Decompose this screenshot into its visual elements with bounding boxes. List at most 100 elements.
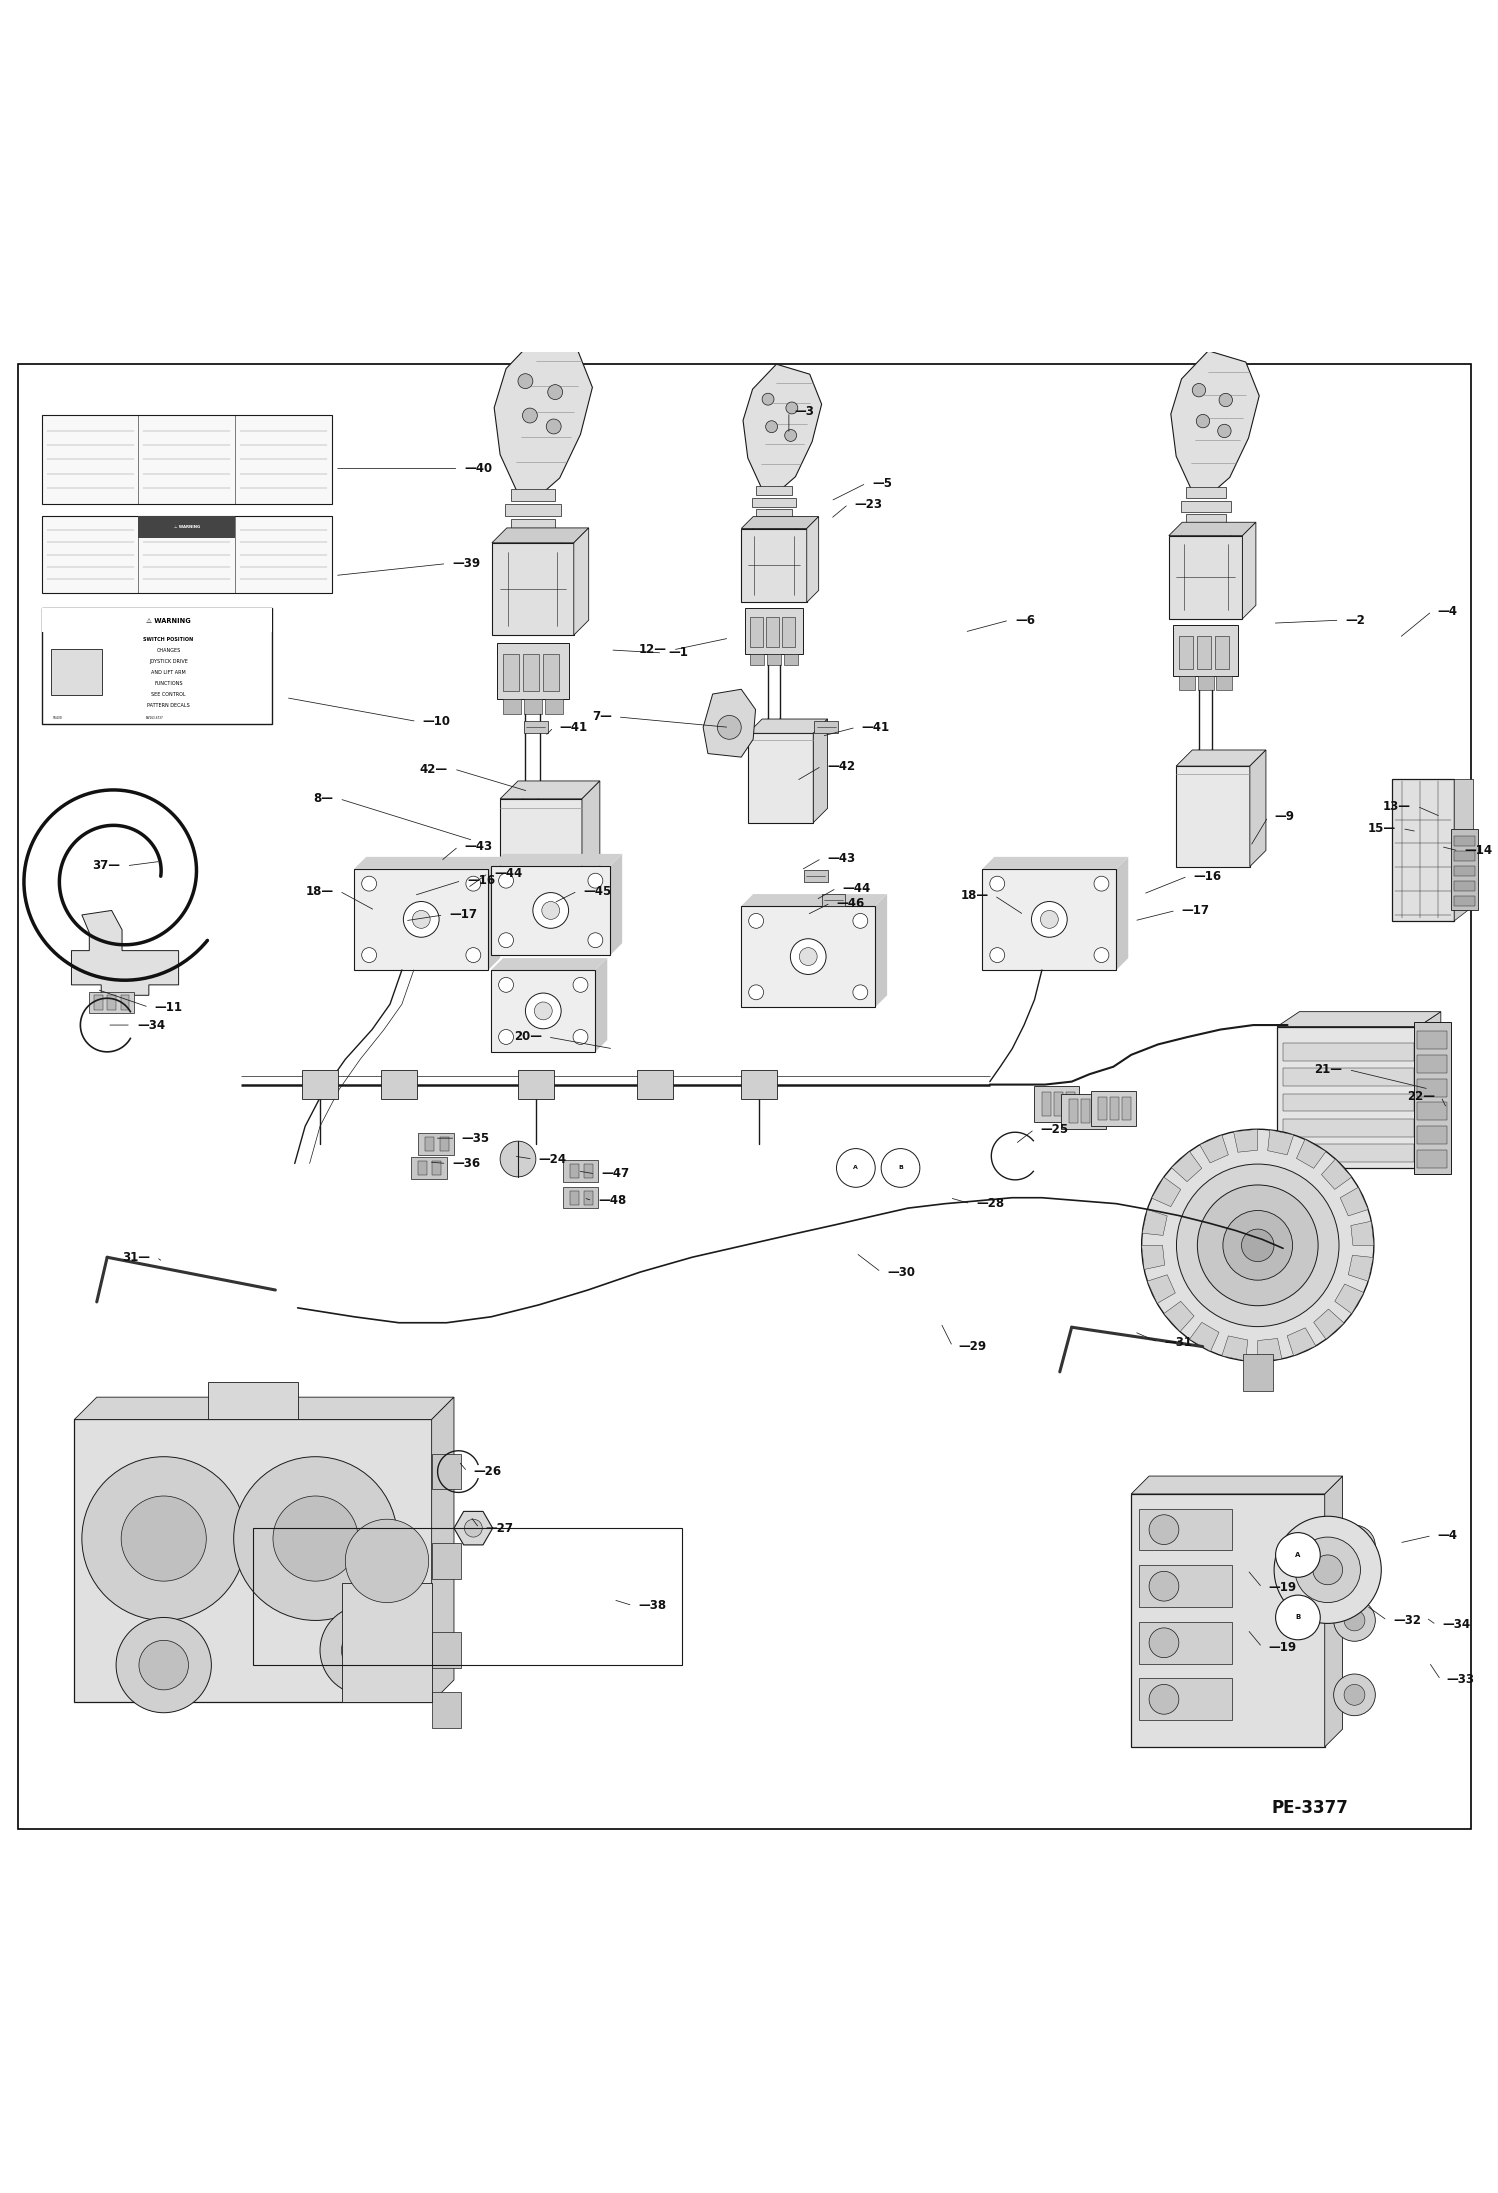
Circle shape	[547, 419, 562, 434]
Polygon shape	[454, 1511, 493, 1544]
Text: 12—: 12—	[638, 643, 667, 656]
Circle shape	[542, 901, 560, 919]
Bar	[1414, 1022, 1452, 1173]
Bar	[1173, 625, 1237, 675]
Bar	[563, 1186, 598, 1208]
Text: —41: —41	[861, 721, 890, 735]
Circle shape	[464, 1520, 482, 1537]
Bar	[767, 654, 780, 664]
Bar	[1138, 1623, 1231, 1664]
Circle shape	[785, 430, 797, 441]
Bar	[1110, 1096, 1119, 1121]
Bar	[569, 1191, 578, 1204]
Text: PATTERN DECALS: PATTERN DECALS	[147, 704, 190, 708]
Bar	[1455, 836, 1476, 846]
Text: —28: —28	[977, 1197, 1005, 1211]
Text: —33: —33	[1447, 1673, 1474, 1686]
Text: PE-3377: PE-3377	[1272, 1798, 1348, 1818]
Polygon shape	[1180, 500, 1230, 511]
Polygon shape	[1341, 1186, 1368, 1215]
Circle shape	[1275, 1515, 1381, 1623]
Circle shape	[881, 1149, 920, 1186]
Bar	[431, 1632, 461, 1669]
Polygon shape	[752, 498, 795, 507]
Polygon shape	[742, 529, 807, 603]
Bar	[782, 618, 794, 647]
Text: 13—: 13—	[1383, 800, 1411, 814]
Text: —27: —27	[485, 1522, 514, 1535]
Polygon shape	[1171, 1151, 1201, 1182]
Text: —35: —35	[461, 1132, 490, 1145]
Polygon shape	[511, 520, 556, 531]
Bar	[1138, 1678, 1231, 1719]
Bar	[51, 649, 102, 695]
Polygon shape	[1185, 487, 1225, 498]
Circle shape	[1344, 1535, 1365, 1557]
Bar	[1455, 882, 1476, 890]
Circle shape	[1094, 947, 1109, 963]
Polygon shape	[1164, 1300, 1194, 1331]
Text: —19: —19	[1269, 1581, 1296, 1594]
Circle shape	[587, 873, 602, 888]
Circle shape	[1333, 1673, 1375, 1715]
Circle shape	[342, 1627, 388, 1673]
Bar	[1452, 829, 1479, 910]
Circle shape	[574, 978, 587, 991]
Bar	[90, 991, 133, 1013]
Bar	[503, 700, 521, 715]
Polygon shape	[1321, 1160, 1351, 1189]
Circle shape	[466, 947, 481, 963]
Text: —4: —4	[1438, 605, 1458, 618]
Text: —36: —36	[452, 1158, 481, 1171]
Circle shape	[1197, 1184, 1318, 1305]
Bar	[208, 1382, 298, 1419]
Circle shape	[587, 932, 602, 947]
Bar	[42, 607, 273, 724]
Bar	[431, 1454, 461, 1489]
Polygon shape	[488, 857, 500, 969]
Bar	[1284, 1068, 1414, 1086]
Polygon shape	[748, 719, 827, 732]
Polygon shape	[1116, 857, 1128, 969]
Polygon shape	[1278, 1011, 1441, 1026]
Bar	[425, 1136, 434, 1151]
Circle shape	[852, 985, 867, 1000]
Text: —41: —41	[560, 721, 587, 735]
Polygon shape	[742, 895, 887, 906]
Text: —32: —32	[1393, 1614, 1422, 1627]
Bar	[518, 1070, 554, 1099]
Circle shape	[762, 393, 774, 406]
Circle shape	[1149, 1515, 1179, 1544]
Text: —44: —44	[842, 882, 870, 895]
Bar	[1092, 1099, 1101, 1123]
Circle shape	[1149, 1627, 1179, 1658]
Polygon shape	[1141, 1246, 1164, 1270]
Bar	[42, 515, 333, 594]
Polygon shape	[1287, 1327, 1315, 1355]
Bar	[1197, 636, 1210, 669]
Polygon shape	[756, 485, 792, 496]
Bar	[1179, 675, 1195, 691]
Text: —17: —17	[449, 908, 478, 921]
Circle shape	[273, 1496, 358, 1581]
Circle shape	[1276, 1533, 1320, 1577]
Bar	[821, 895, 845, 906]
Text: 56430: 56430	[54, 715, 63, 719]
Bar	[1417, 1103, 1447, 1121]
Polygon shape	[431, 1397, 454, 1702]
Polygon shape	[494, 338, 592, 493]
Circle shape	[1041, 910, 1058, 928]
Text: —43: —43	[464, 840, 493, 853]
Polygon shape	[983, 857, 1128, 868]
Bar	[1417, 1055, 1447, 1072]
Text: FUNCTIONS: FUNCTIONS	[154, 682, 183, 686]
Polygon shape	[1176, 765, 1249, 866]
Circle shape	[361, 947, 376, 963]
Text: B: B	[899, 1164, 903, 1171]
Bar	[491, 866, 610, 956]
Text: —29: —29	[959, 1340, 987, 1353]
Polygon shape	[756, 509, 792, 520]
Polygon shape	[491, 544, 574, 636]
Circle shape	[1094, 877, 1109, 890]
Circle shape	[1242, 1228, 1273, 1261]
